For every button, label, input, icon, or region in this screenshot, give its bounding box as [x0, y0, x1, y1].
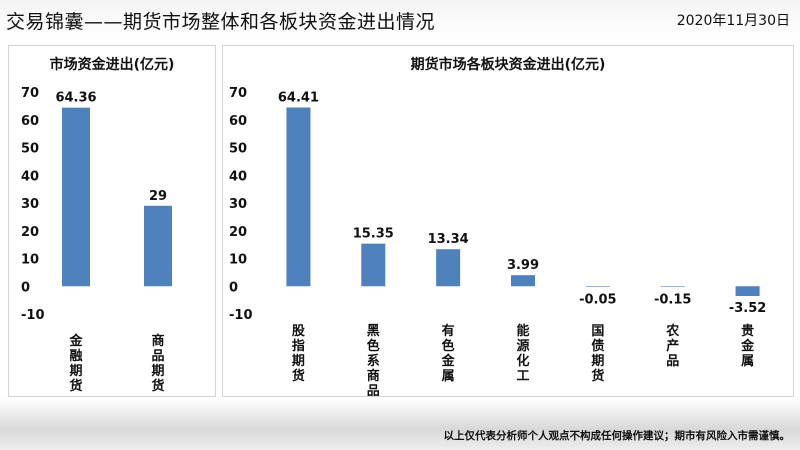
- y-tick-label: -10: [229, 308, 253, 323]
- bar: [144, 205, 172, 287]
- category-label: 贵金属: [740, 323, 755, 369]
- category-label: 有色金属: [441, 323, 456, 384]
- chart-panel-sector-flow: 期货市场各板块资金进出(亿元) 70 60 50 40 30 20 10 0 -10 64.41 股…: [222, 45, 794, 397]
- y-tick-label: 10: [21, 253, 39, 268]
- y-tick-label: 20: [21, 225, 39, 240]
- bar: [286, 107, 311, 287]
- category-label: 股指期货: [292, 324, 305, 384]
- disclaimer-text: 以上仅代表分析师个人观点不构成任何操作建议；期市有风险入市需谨慎。: [443, 430, 791, 442]
- y-tick-label: 20: [229, 225, 247, 240]
- y-tick-label: 50: [21, 142, 39, 157]
- data-label: 64.41: [278, 91, 319, 106]
- bar: [511, 275, 535, 287]
- bar: [62, 107, 90, 287]
- page-title: 交易锦囊——期货市场整体和各板块资金进出情况: [6, 11, 436, 33]
- y-tick-label: 70: [229, 86, 247, 101]
- chart-sector-flow: 70 60 50 40 30 20 10 0 -10 64.41 股指期货 15.35 黑色系商品 13.…: [229, 86, 766, 396]
- bar: [585, 286, 610, 287]
- y-tick-label: 0: [21, 280, 30, 295]
- bar: [660, 286, 685, 287]
- y-tick-label: 60: [229, 114, 247, 129]
- y-tick-label: 50: [229, 142, 247, 157]
- category-label: 能源化工: [516, 323, 529, 384]
- y-tick-label: 70: [21, 86, 39, 101]
- y-tick-label: 40: [21, 169, 39, 184]
- data-label: -0.05: [579, 292, 616, 307]
- y-tick-label: 30: [229, 197, 247, 212]
- chart-title-market-flow: 市场资金进出(亿元): [49, 57, 175, 73]
- category-label: 商品期货: [151, 333, 164, 394]
- data-label: 15.35: [353, 227, 394, 242]
- data-label: 29: [149, 189, 167, 204]
- category-label: 金融期货: [68, 333, 83, 394]
- chart-title-sector-flow: 期货市场各板块资金进出(亿元): [410, 57, 606, 73]
- bar: [436, 249, 461, 287]
- data-label: 3.99: [507, 258, 539, 273]
- chart-panel-market-flow: 市场资金进出(亿元) 70 60 50 40 30 20 10 0 -10 64.36 金融期货 29…: [8, 45, 216, 397]
- data-label: 64.36: [55, 91, 96, 106]
- y-tick-label: 10: [229, 253, 247, 268]
- category-label: 农产品: [665, 323, 679, 369]
- chart-market-flow: 70 60 50 40 30 20 10 0 -10 64.36 金融期货 29 商品期货: [21, 86, 172, 394]
- data-label: -3.52: [729, 301, 766, 316]
- header-band: [0, 0, 800, 40]
- y-tick-label: 40: [229, 169, 247, 184]
- bar: [361, 243, 386, 287]
- y-tick-label: 60: [21, 114, 39, 129]
- footer-band: [0, 398, 800, 450]
- y-tick-label: 30: [21, 197, 39, 212]
- y-tick-label: 0: [229, 280, 238, 295]
- y-tick-label: -10: [21, 308, 45, 323]
- category-label: 国债期货: [591, 324, 604, 384]
- category-label: 黑色系商品: [367, 324, 380, 396]
- report-date: 2020年11月30日: [676, 13, 790, 29]
- data-label: 13.34: [428, 232, 469, 247]
- data-label: -0.15: [654, 292, 691, 307]
- bar: [735, 286, 760, 297]
